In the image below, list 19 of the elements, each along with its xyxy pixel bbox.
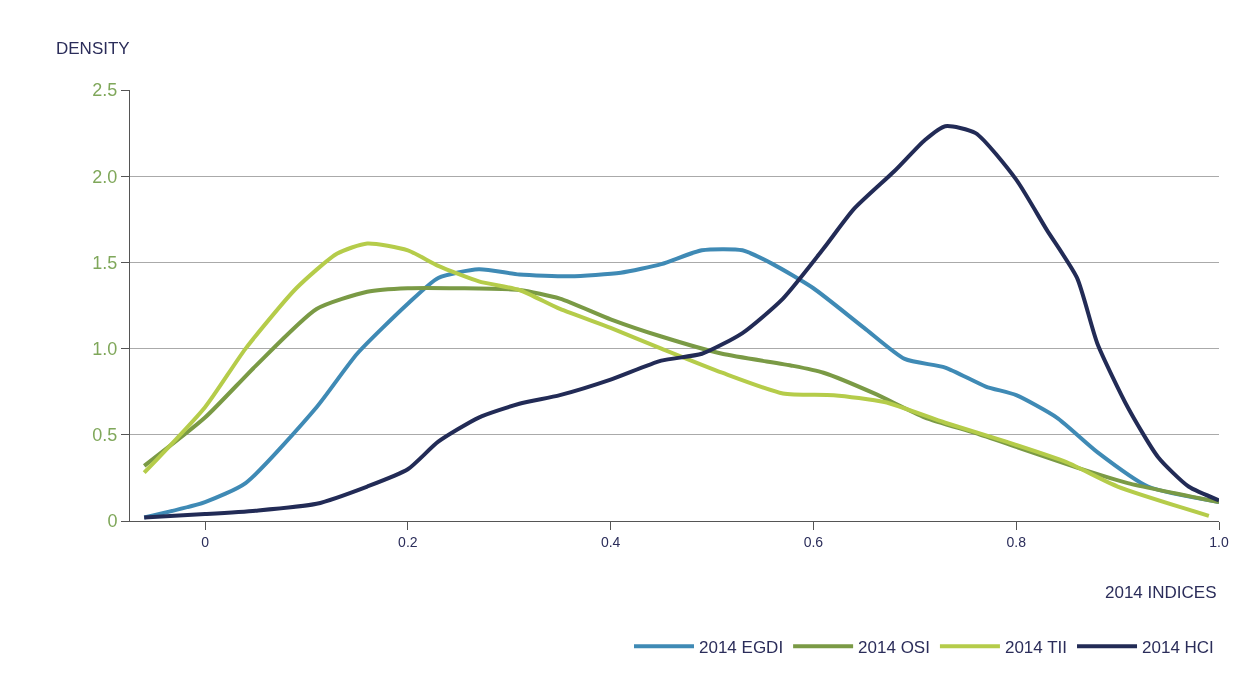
legend-label: 2014 OSI xyxy=(858,637,930,657)
x-tick-label: 0.8 xyxy=(1006,533,1027,550)
x-tick-label: 0 xyxy=(201,533,210,550)
y-tick-label: 0.5 xyxy=(92,425,118,446)
x-tick-label: 1.0 xyxy=(1209,533,1229,550)
legend-label: 2014 EGDI xyxy=(699,637,784,657)
legend-label: 2014 HCI xyxy=(1142,637,1214,657)
line-series xyxy=(142,124,1219,520)
x-axis-title: 2014 INDICES xyxy=(1105,583,1217,602)
y-axis-title: DENSITY xyxy=(56,39,130,58)
y-tick-label: 0 xyxy=(107,511,118,532)
y-tick-label: 1.5 xyxy=(92,252,118,273)
x-tick-label: 0.4 xyxy=(600,533,621,550)
y-tick-label: 2.0 xyxy=(92,166,118,187)
y-tick-label: 1.0 xyxy=(92,338,118,359)
y-tick-label: 2.5 xyxy=(92,80,118,101)
x-tick-label: 0.2 xyxy=(398,533,418,550)
legend-label: 2014 TII xyxy=(1004,637,1068,657)
x-tick-label: 0.6 xyxy=(803,533,824,550)
